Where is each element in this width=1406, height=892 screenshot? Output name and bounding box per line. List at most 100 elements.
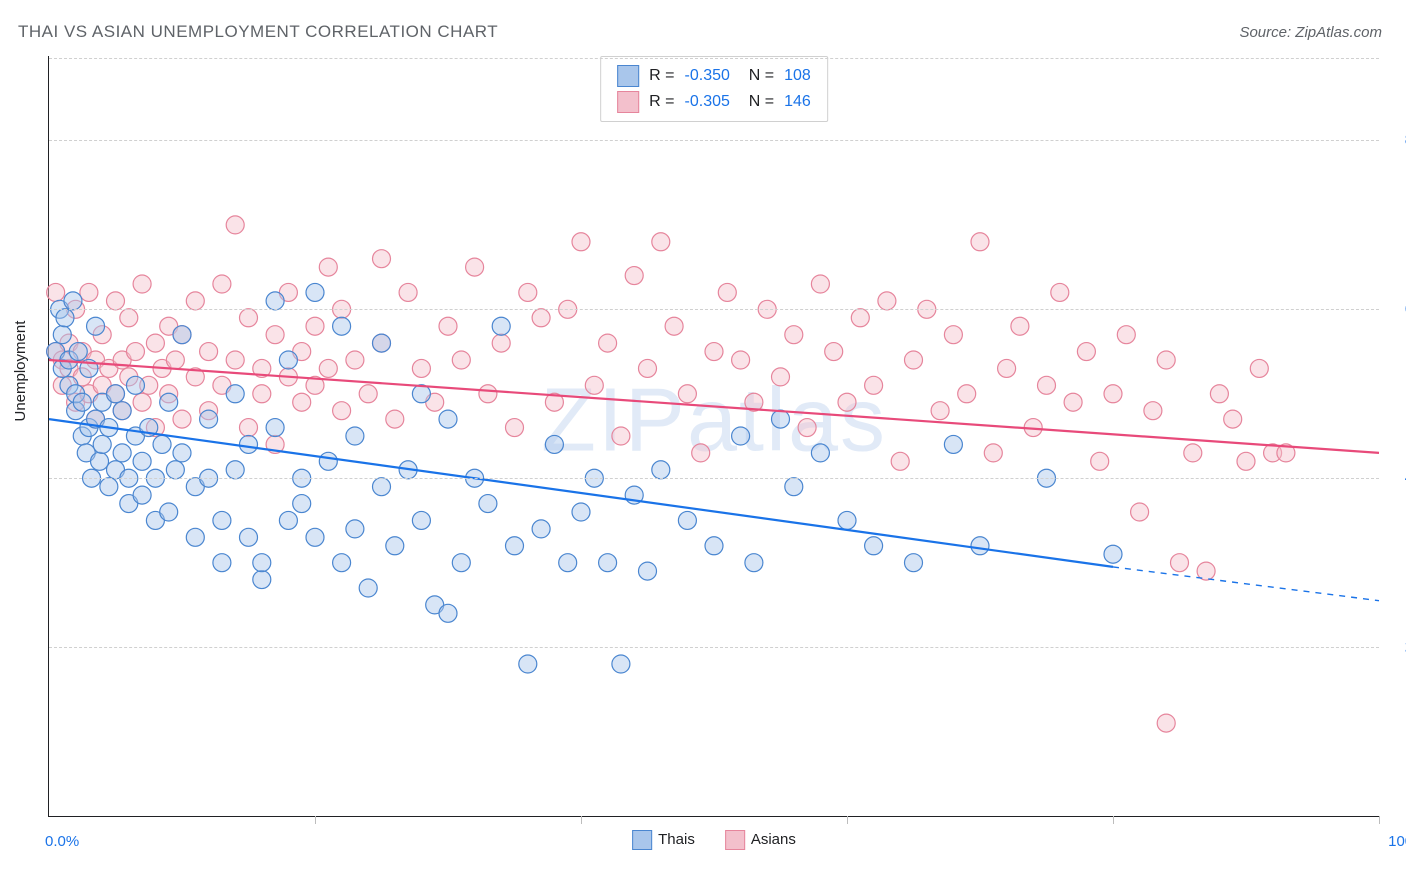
- data-point: [785, 326, 803, 344]
- data-point: [153, 435, 171, 453]
- data-point: [146, 334, 164, 352]
- data-point: [466, 258, 484, 276]
- data-point: [333, 317, 351, 335]
- data-point: [1117, 326, 1135, 344]
- data-point: [452, 554, 470, 572]
- data-point: [213, 511, 231, 529]
- data-point: [186, 528, 204, 546]
- data-point: [838, 511, 856, 529]
- data-point: [1250, 359, 1268, 377]
- data-point: [652, 233, 670, 251]
- data-point: [865, 537, 883, 555]
- data-point: [998, 359, 1016, 377]
- data-point: [732, 427, 750, 445]
- data-point: [107, 292, 125, 310]
- data-point: [905, 554, 923, 572]
- data-point: [226, 461, 244, 479]
- data-point: [785, 478, 803, 496]
- series-legend-asians: Asians: [725, 830, 796, 850]
- x-tick: [581, 816, 582, 824]
- data-point: [559, 554, 577, 572]
- data-point: [166, 461, 184, 479]
- legend-row-thais: R = -0.350 N = 108: [617, 63, 811, 89]
- data-point: [64, 292, 82, 310]
- data-point: [1104, 545, 1122, 563]
- data-point: [160, 393, 178, 411]
- data-point: [532, 309, 550, 327]
- data-point: [253, 554, 271, 572]
- data-point: [133, 393, 151, 411]
- data-point: [240, 309, 258, 327]
- data-point: [240, 528, 258, 546]
- data-point: [718, 283, 736, 301]
- x-tick: [847, 816, 848, 824]
- data-point: [612, 655, 630, 673]
- legend-r-label: R =: [649, 67, 674, 85]
- data-point: [439, 410, 457, 428]
- y-axis-label: Unemployment: [12, 321, 29, 422]
- data-point: [47, 283, 65, 301]
- data-point: [213, 554, 231, 572]
- data-point: [1237, 452, 1255, 470]
- data-point: [133, 275, 151, 293]
- data-point: [133, 486, 151, 504]
- data-point: [226, 385, 244, 403]
- gridline: [49, 309, 1379, 310]
- legend-row-asians: R = -0.305 N = 146: [617, 89, 811, 115]
- data-point: [572, 503, 590, 521]
- data-point: [692, 444, 710, 462]
- gridline: [49, 140, 1379, 141]
- data-point: [519, 283, 537, 301]
- data-point: [492, 334, 510, 352]
- data-point: [100, 478, 118, 496]
- data-point: [386, 537, 404, 555]
- data-point: [1224, 410, 1242, 428]
- legend-r-asians: -0.305: [685, 93, 730, 111]
- data-point: [173, 444, 191, 462]
- data-point: [506, 419, 524, 437]
- series-swatch-thais: [632, 830, 652, 850]
- data-point: [625, 267, 643, 285]
- data-point: [166, 351, 184, 369]
- legend-r-label-2: R =: [649, 93, 674, 111]
- data-point: [732, 351, 750, 369]
- data-point: [266, 419, 284, 437]
- data-point: [532, 520, 550, 538]
- data-point: [798, 419, 816, 437]
- data-point: [1064, 393, 1082, 411]
- data-point: [1184, 444, 1202, 462]
- data-point: [173, 326, 191, 344]
- data-point: [173, 410, 191, 428]
- legend-swatch-thais: [617, 65, 639, 87]
- data-point: [811, 275, 829, 293]
- x-axis-max-label: 100.0%: [1388, 833, 1406, 850]
- data-point: [612, 427, 630, 445]
- data-point: [386, 410, 404, 428]
- data-point: [120, 309, 138, 327]
- chart-title: THAI VS ASIAN UNEMPLOYMENT CORRELATION C…: [18, 22, 498, 42]
- data-point: [639, 359, 657, 377]
- data-point: [452, 351, 470, 369]
- data-point: [1011, 317, 1029, 335]
- legend-swatch-asians: [617, 91, 639, 113]
- data-point: [772, 410, 790, 428]
- data-point: [439, 604, 457, 622]
- data-point: [772, 368, 790, 386]
- data-point: [639, 562, 657, 580]
- trend-line-extrapolated: [1113, 567, 1379, 601]
- data-point: [891, 452, 909, 470]
- data-point: [266, 326, 284, 344]
- data-point: [359, 385, 377, 403]
- data-point: [69, 343, 87, 361]
- data-point: [971, 233, 989, 251]
- legend-n-label-2: N =: [740, 93, 774, 111]
- data-point: [572, 233, 590, 251]
- gridline: [49, 58, 1379, 59]
- data-point: [944, 326, 962, 344]
- data-point: [585, 376, 603, 394]
- data-point: [1210, 385, 1228, 403]
- x-tick: [1379, 816, 1380, 824]
- data-point: [705, 343, 723, 361]
- data-point: [253, 385, 271, 403]
- data-point: [126, 376, 144, 394]
